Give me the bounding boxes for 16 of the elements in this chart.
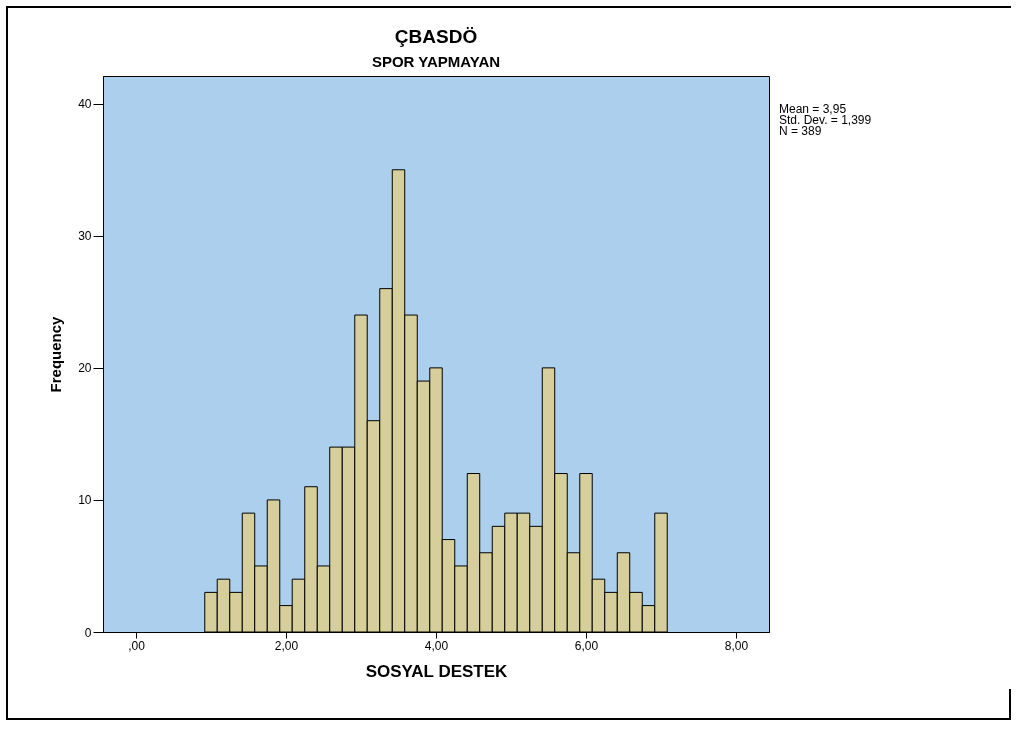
text: N = 389	[779, 124, 822, 138]
text: Mean = 3,95	[779, 102, 847, 116]
x-tick-label: ,00	[128, 638, 146, 653]
y-axis-title: Frequency	[47, 315, 65, 393]
y-tick-label: 0	[84, 625, 92, 640]
y-tick-label: 40	[78, 97, 92, 112]
chart-subtitle: SPOR YAPMAYAN	[371, 53, 501, 70]
y-tick-label: 30	[78, 229, 92, 244]
x-tick-label: 6,00	[574, 638, 599, 653]
x-tick-label: 2,00	[274, 638, 299, 653]
x-axis-title: SOSYAL DESTEK	[365, 661, 509, 681]
y-tick-label: 10	[78, 493, 92, 508]
y-tick-label: 20	[78, 361, 92, 376]
x-tick-label: 8,00	[724, 638, 749, 653]
x-tick-label: 4,00	[424, 638, 449, 653]
chart-title: ÇBASDÖ	[394, 26, 478, 47]
